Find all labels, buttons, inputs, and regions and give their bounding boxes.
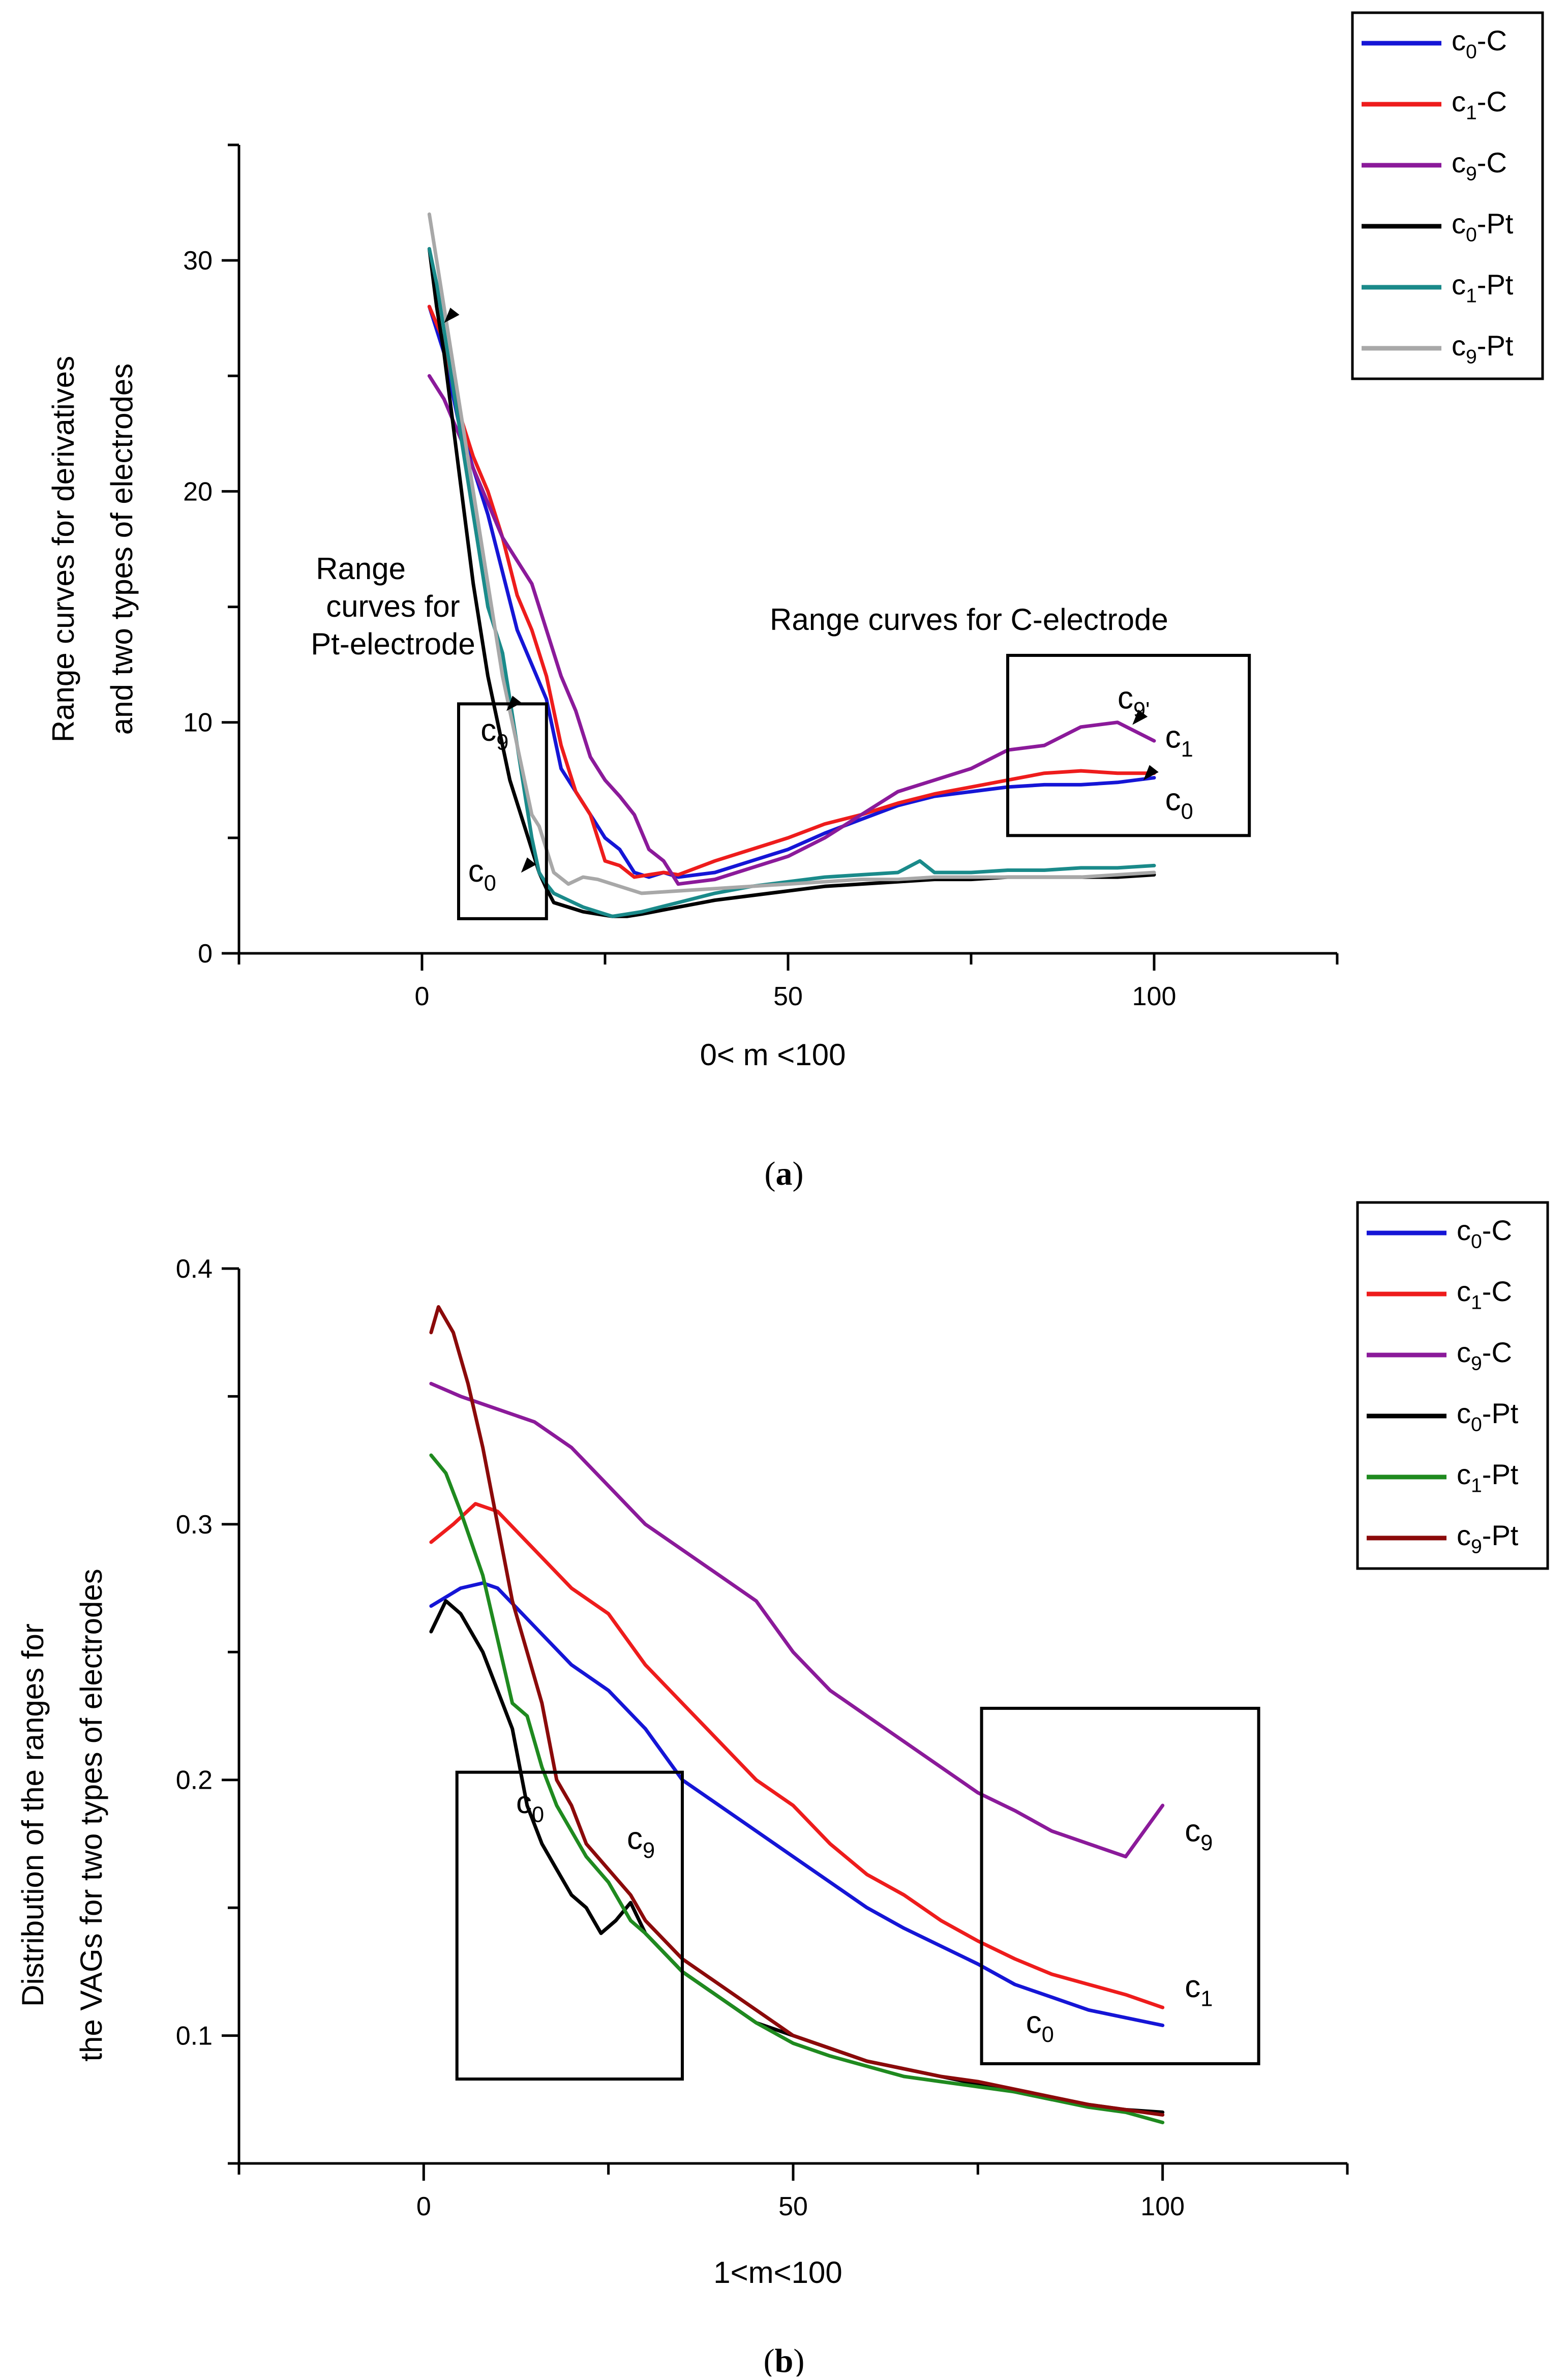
legend-label: c0-C	[1457, 1214, 1512, 1253]
arrowhead	[444, 308, 460, 323]
curve-label: c9	[1185, 1813, 1213, 1855]
legend-label: c0-C	[1452, 24, 1507, 63]
arrowhead	[1132, 709, 1148, 725]
annotation-box	[455, 1770, 684, 2081]
series-line	[429, 1453, 1165, 2124]
legend-label: c1-C	[1457, 1275, 1512, 1314]
legend-label: c0-Pt	[1457, 1397, 1519, 1436]
y-tick-label: 0.1	[176, 2022, 213, 2051]
series-line	[427, 305, 1156, 879]
annotation-box	[980, 1706, 1260, 2065]
x-tick-label: 0	[415, 982, 430, 1011]
legend-label: c9-C	[1457, 1336, 1512, 1375]
curve-label: c0	[516, 1785, 544, 1827]
legend-label: c1-Pt	[1452, 268, 1514, 307]
series-line	[427, 212, 1156, 895]
series-line	[429, 1305, 1165, 2117]
pt-electrode-title: Range	[316, 552, 406, 586]
series-line	[427, 247, 1156, 918]
panel-b: 0 50 100 0.1 0.2 0.3 0.4 1<m<100 Distribution of…	[16, 1201, 1549, 2379]
y-axis-label-line: Distribution of the ranges for	[16, 1623, 50, 2007]
x-tick-label: 100	[1140, 2192, 1185, 2221]
arrowhead	[506, 696, 522, 711]
pt-electrode-title: Pt-electrode	[311, 627, 475, 661]
legend-box	[1356, 1201, 1549, 1570]
y-axis-label-line: and two types of electrodes	[105, 364, 139, 735]
panel-caption: (b)	[764, 2342, 805, 2376]
x-axis-label: 1<m<100	[713, 2255, 842, 2290]
x-tick-label: 50	[773, 982, 803, 1011]
x-axis-label: 0< m <100	[700, 1038, 846, 1072]
y-tick-label: 0	[198, 939, 213, 969]
series-line	[429, 1502, 1165, 2009]
series-line	[429, 1581, 1165, 2027]
x-tick-label: 50	[778, 2192, 808, 2221]
legend-label: c0-Pt	[1452, 207, 1514, 246]
y-tick-label: 10	[183, 708, 213, 738]
legend-label: c9-C	[1452, 146, 1507, 185]
series-line	[427, 374, 1156, 886]
y-tick-label: 0.2	[176, 1766, 213, 1795]
panel-caption: (a)	[765, 1155, 804, 1192]
series-line	[427, 305, 1156, 879]
legend-label: c9-Pt	[1452, 329, 1514, 368]
curve-label: c1	[1185, 1969, 1213, 2011]
curve-label: c1	[1165, 720, 1193, 762]
legend-label: c9-Pt	[1457, 1519, 1519, 1558]
curve-label: c9	[480, 713, 508, 755]
annotation-box	[1006, 653, 1251, 837]
y-axis-label-line: the VAGs for two types of electrodes	[74, 1569, 108, 2061]
pt-electrode-title: curves for	[326, 589, 460, 623]
legend-box	[1351, 11, 1544, 380]
series-line	[429, 1381, 1165, 1859]
arrowhead	[1143, 765, 1159, 780]
legend-label: c1-Pt	[1457, 1458, 1519, 1497]
y-axis-label-line: Range curves for derivatives	[46, 356, 80, 742]
panel-a: 0 50 100 0 10 20 30 0< m <100 Range curves for d…	[46, 11, 1544, 1192]
y-tick-label: 0.4	[176, 1254, 213, 1284]
y-tick-label: 0.3	[176, 1510, 213, 1540]
y-tick-label: 20	[183, 477, 213, 506]
curve-label: c0	[1026, 2005, 1054, 2047]
curve-label: c0	[468, 854, 496, 895]
y-tick-label: 30	[183, 246, 213, 276]
curve-label: c9'	[1118, 680, 1150, 722]
arrowhead	[521, 857, 536, 873]
legend-label: c1-C	[1452, 85, 1507, 124]
x-tick-label: 100	[1132, 982, 1177, 1011]
series-line	[427, 247, 1156, 918]
curve-label: c0	[1165, 782, 1193, 824]
curve-label: c9	[627, 1821, 655, 1862]
x-tick-label: 0	[416, 2192, 431, 2221]
c-electrode-title: Range curves for C-electrode	[770, 603, 1168, 637]
annotation-box	[457, 702, 548, 920]
